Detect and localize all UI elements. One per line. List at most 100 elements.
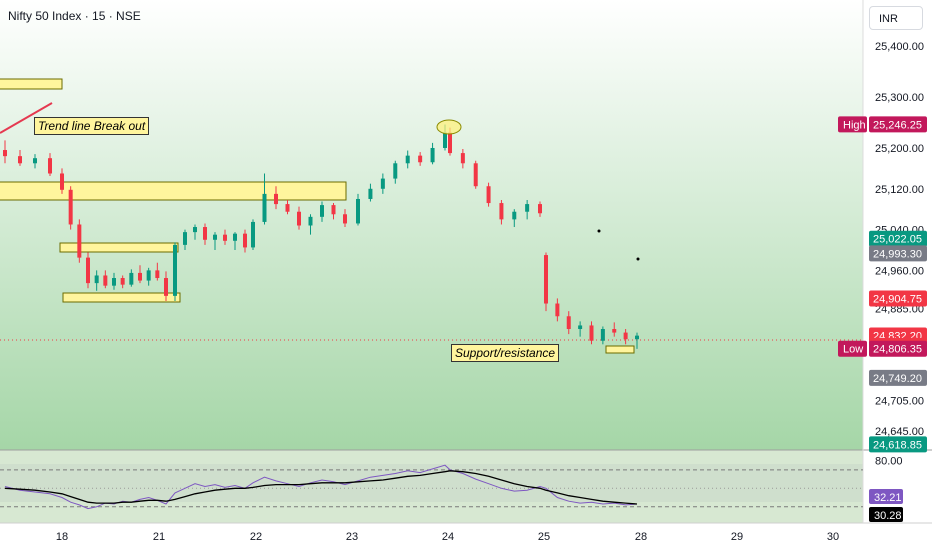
candle[interactable]: [243, 229, 247, 253]
candle[interactable]: [18, 150, 22, 166]
candle[interactable]: [405, 150, 410, 169]
price-badge-value: 24,749.20: [873, 373, 922, 385]
candle[interactable]: [473, 160, 478, 189]
candle[interactable]: [460, 149, 465, 169]
candle[interactable]: [233, 232, 237, 250]
price-badge-label-bg: [838, 340, 867, 357]
candle-body: [183, 232, 187, 245]
candle-body: [60, 173, 64, 190]
candle[interactable]: [623, 329, 628, 345]
resistance-box-left[interactable]: [0, 78, 63, 90]
y-tick-label: 25,300.00: [875, 92, 924, 104]
candle[interactable]: [138, 265, 142, 284]
candle[interactable]: [120, 275, 125, 289]
x-tick-label: 23: [346, 531, 358, 543]
price-badge: 25,246.25 High: [838, 116, 927, 133]
candle-body: [94, 275, 99, 284]
candle[interactable]: [331, 203, 336, 220]
candle[interactable]: [418, 152, 423, 166]
candle-body: [430, 147, 435, 163]
candle[interactable]: [512, 209, 517, 228]
x-tick-label: 18: [56, 531, 68, 543]
symbol-title: Nifty 50 Index · 15 · NSE: [8, 9, 141, 23]
candle[interactable]: [262, 173, 267, 225]
candle-body: [499, 203, 504, 220]
candle[interactable]: [193, 224, 197, 240]
candle[interactable]: [60, 168, 64, 194]
candle[interactable]: [566, 311, 571, 335]
candle-body: [262, 193, 267, 222]
candle[interactable]: [173, 242, 177, 301]
consolidation-bottom-box[interactable]: [62, 292, 181, 303]
candle[interactable]: [48, 153, 52, 177]
resistance-zone[interactable]: [0, 181, 347, 201]
price-badge-value: 25,022.05: [873, 234, 922, 246]
rsi-ma-readout: 30.28: [869, 507, 903, 522]
candle-body: [68, 189, 73, 225]
candle[interactable]: [33, 154, 37, 169]
candle[interactable]: [600, 326, 605, 345]
candle[interactable]: [203, 223, 207, 245]
candle[interactable]: [183, 229, 187, 250]
candle[interactable]: [486, 182, 491, 207]
candle[interactable]: [297, 206, 301, 230]
candle-body: [203, 227, 207, 240]
consolidation-top-box[interactable]: [59, 242, 179, 253]
candle-body: [555, 303, 560, 317]
candle[interactable]: [544, 252, 548, 312]
candle[interactable]: [380, 173, 385, 194]
candle[interactable]: [103, 270, 108, 289]
price-badge-label: Low: [843, 344, 863, 356]
candle[interactable]: [86, 252, 90, 289]
rsi-y-tick-label: 80.00: [875, 456, 903, 468]
candle[interactable]: [589, 321, 594, 345]
candle[interactable]: [538, 201, 542, 217]
candle[interactable]: [3, 140, 7, 164]
currency-button[interactable]: INR: [869, 6, 923, 30]
candle[interactable]: [155, 262, 160, 281]
candle[interactable]: [223, 229, 227, 245]
candle[interactable]: [499, 200, 504, 225]
candle[interactable]: [612, 322, 617, 337]
candle[interactable]: [77, 219, 82, 263]
candle[interactable]: [68, 186, 73, 230]
candle-body: [155, 270, 160, 279]
price-badge-bg: [869, 116, 927, 133]
candle[interactable]: [94, 270, 99, 291]
candle-body: [223, 234, 227, 241]
price-badge-bg: [869, 245, 927, 262]
high-marker-ellipse[interactable]: [436, 119, 462, 135]
support-box[interactable]: [605, 345, 635, 354]
price-badge-bg: [869, 340, 927, 357]
candle[interactable]: [343, 209, 347, 228]
rsi-ma-line[interactable]: [4, 470, 638, 505]
candle-body: [473, 163, 478, 187]
candle-body: [146, 270, 151, 281]
candle[interactable]: [525, 200, 530, 220]
candle[interactable]: [285, 200, 290, 215]
candle[interactable]: [368, 183, 373, 202]
candle[interactable]: [129, 269, 134, 287]
candle[interactable]: [213, 232, 217, 250]
candle-body: [48, 158, 52, 174]
candle[interactable]: [274, 186, 278, 210]
candle-body: [635, 335, 639, 340]
candle[interactable]: [320, 201, 324, 222]
candle[interactable]: [164, 271, 168, 301]
candle-body: [544, 255, 548, 304]
trend-line[interactable]: [0, 102, 53, 134]
candle[interactable]: [393, 160, 398, 184]
candle[interactable]: [430, 142, 435, 165]
candle-body: [356, 198, 360, 224]
candle[interactable]: [555, 298, 560, 322]
candle[interactable]: [308, 214, 313, 235]
candle-body: [77, 224, 82, 258]
candle[interactable]: [356, 193, 360, 226]
candle[interactable]: [251, 219, 255, 250]
candle[interactable]: [146, 267, 151, 286]
candle[interactable]: [578, 321, 583, 337]
candle[interactable]: [635, 332, 639, 349]
candle[interactable]: [112, 272, 116, 290]
candle-body: [512, 211, 517, 220]
